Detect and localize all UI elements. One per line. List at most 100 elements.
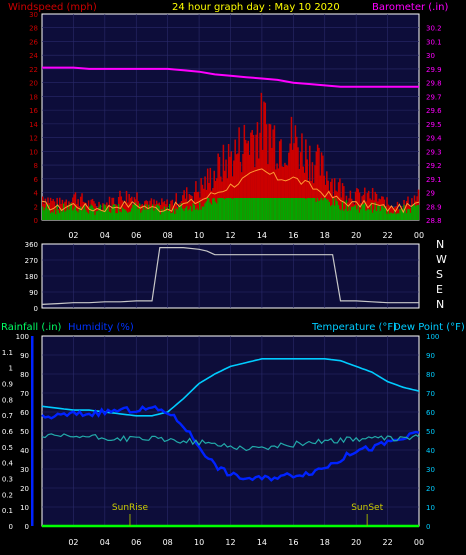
wind-gust-bar <box>386 197 388 220</box>
barometer-tick-label: 29.2 <box>426 162 442 170</box>
wind-low-bar <box>98 207 100 220</box>
wind-gust-bar <box>77 199 79 220</box>
wind-low-bar <box>89 206 91 220</box>
wind-low-bar <box>191 211 193 220</box>
wind-gust-bar <box>293 143 295 220</box>
wind-low-bar <box>388 213 391 220</box>
wind-low-bar <box>272 198 274 220</box>
wind-low-bar <box>398 213 400 220</box>
wind-low-bar <box>237 198 239 220</box>
wind-low-bar <box>131 208 133 220</box>
wind-low-bar <box>293 198 295 220</box>
wind-low-bar <box>302 198 305 220</box>
wind-low-bar <box>128 211 130 220</box>
wind-low-bar <box>358 212 361 220</box>
wind-low-bar <box>284 198 286 220</box>
wind-low-bar <box>332 198 335 220</box>
wind-low-bar <box>254 198 256 220</box>
humidity-tick-label: 0 <box>25 523 29 531</box>
sunrise-label: SunRise <box>112 503 149 513</box>
wind-low-bar <box>151 204 154 220</box>
wind-low-bar <box>354 204 357 220</box>
wind-low-bar <box>66 205 69 220</box>
wind-low-bar <box>299 198 302 220</box>
wind-tick-label: 28 <box>29 25 38 33</box>
wind-low-bar <box>416 204 418 220</box>
temperature-tick-label: 10 <box>426 504 435 512</box>
wind-low-bar <box>315 201 318 220</box>
temperature-tick-label: 100 <box>426 333 439 341</box>
wind-low-bar <box>73 208 75 220</box>
wind-gust-bar <box>182 195 184 220</box>
wind-low-bar <box>200 209 202 220</box>
wind-low-bar <box>214 201 217 220</box>
wind-low-bar <box>86 212 89 220</box>
wind-gust-bar <box>47 197 49 220</box>
wind-low-bar <box>362 204 365 220</box>
wind-gust-bar <box>343 186 345 220</box>
wind-gust-bar <box>227 144 230 220</box>
temperature-tick-label: 60 <box>426 409 435 417</box>
wind-gust-bar <box>81 193 83 220</box>
chart-title: 24 hour graph day : May 10 2020 <box>172 2 340 13</box>
wind-low-bar <box>121 207 124 220</box>
wind-gust-bar <box>314 165 316 220</box>
thermo-x-tick-label: 08 <box>163 538 173 547</box>
thermo-x-tick-label: 20 <box>351 538 361 547</box>
wind-low-bar <box>377 205 379 220</box>
wind-low-bar <box>100 211 103 220</box>
wind-low-bar <box>243 198 246 220</box>
wind-low-bar <box>415 206 417 220</box>
wind-low-bar <box>278 198 281 220</box>
wind-low-bar <box>64 211 66 220</box>
wind-gust-bar <box>188 193 191 220</box>
wind-gust-bar <box>233 160 235 220</box>
wind-tick-label: 18 <box>29 93 38 101</box>
wind-gust-bar <box>301 133 303 220</box>
wind-low-bar <box>366 209 369 220</box>
wind-low-bar <box>401 208 404 220</box>
wind-low-bar <box>314 198 316 220</box>
windspeed-axis-title: Windspeed (mph) <box>8 2 97 13</box>
wind-low-bar <box>59 212 61 220</box>
wind-low-bar <box>312 198 315 220</box>
wind-low-bar <box>408 209 411 220</box>
direction-tick-label: 180 <box>25 273 38 281</box>
barometer-line <box>42 66 419 88</box>
wind-low-bar <box>176 209 179 220</box>
wind-low-bar <box>246 198 248 220</box>
wind-tick-label: 10 <box>29 148 38 156</box>
wind-gust-bar <box>395 206 397 220</box>
wind-low-bar <box>43 210 45 220</box>
wind-low-bar <box>367 209 370 220</box>
sunset-label: SunSet <box>351 503 383 513</box>
wind-low-bar <box>162 210 164 220</box>
wind-gust-bar <box>200 178 202 220</box>
wind-gust-bar <box>297 147 299 220</box>
wind-low-bar <box>170 213 172 220</box>
wind-low-bar <box>213 198 215 220</box>
wind-low-bar <box>47 209 49 220</box>
wind-gust-bar <box>94 203 96 220</box>
wind-low-bar <box>110 212 112 220</box>
wind-gust-bar <box>243 124 246 220</box>
wind-low-bar <box>204 203 206 220</box>
wind-gust-bar <box>55 207 57 220</box>
wind-low-bar <box>379 210 382 220</box>
wind-low-bar <box>222 198 225 220</box>
wind-x-tick-label: 06 <box>131 231 141 240</box>
wind-x-tick-label: 08 <box>163 231 173 240</box>
wind-low-bar <box>96 210 99 220</box>
temperature-humidity-chart: SunRise SunSet 0 0.1 0.2 0.3 0.4 0.5 0.6 0.7 0.8 0… <box>2 333 440 547</box>
wind-low-bar <box>273 198 276 220</box>
wind-gust-bar <box>108 196 111 220</box>
wind-low-bar <box>205 201 208 220</box>
wind-low-bar <box>386 213 388 220</box>
wind-low-bar <box>230 198 233 220</box>
wind-gust-bar <box>288 152 290 220</box>
wind-low-bar <box>220 198 222 220</box>
wind-gust-bar <box>349 190 352 220</box>
wind-low-bar <box>285 198 287 220</box>
wind-low-bar <box>221 198 223 220</box>
